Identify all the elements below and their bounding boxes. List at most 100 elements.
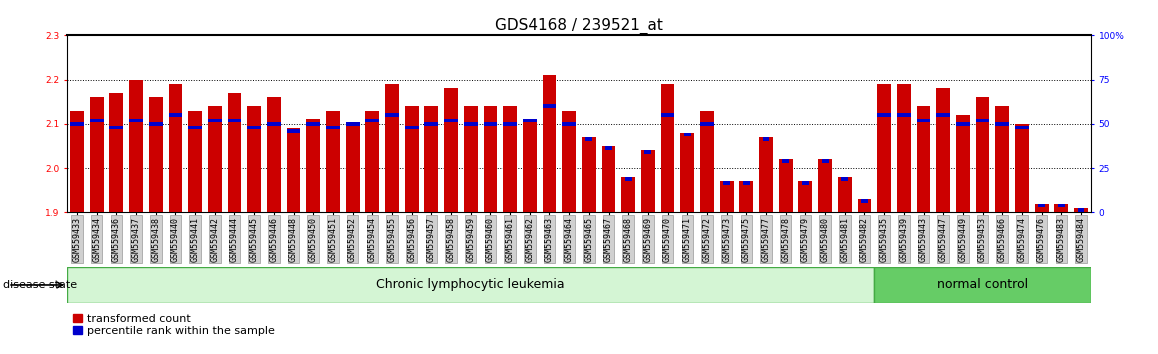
Bar bbox=[189, 110, 201, 212]
Bar bbox=[228, 93, 241, 212]
Bar bbox=[248, 106, 261, 212]
Bar bbox=[842, 177, 848, 181]
Bar bbox=[937, 113, 950, 117]
Bar bbox=[819, 159, 831, 212]
Bar bbox=[701, 122, 713, 126]
Bar bbox=[917, 106, 930, 212]
Bar bbox=[287, 129, 300, 133]
Bar bbox=[71, 110, 83, 212]
Bar bbox=[622, 177, 635, 212]
Bar bbox=[1058, 204, 1064, 207]
Bar bbox=[642, 150, 654, 212]
Bar bbox=[681, 133, 694, 212]
Bar bbox=[996, 106, 1009, 212]
Bar bbox=[386, 84, 398, 212]
Bar bbox=[464, 122, 477, 126]
Bar bbox=[822, 159, 828, 163]
Bar bbox=[779, 159, 792, 212]
Bar bbox=[307, 119, 320, 212]
Bar bbox=[484, 106, 497, 212]
Bar bbox=[90, 119, 103, 122]
Bar bbox=[874, 267, 1091, 303]
Bar bbox=[1016, 126, 1028, 129]
Bar bbox=[878, 113, 891, 117]
Bar bbox=[386, 113, 398, 117]
Bar bbox=[802, 182, 808, 185]
Bar bbox=[67, 267, 874, 303]
Bar bbox=[937, 88, 950, 212]
Bar bbox=[425, 106, 438, 212]
Bar bbox=[661, 84, 674, 212]
Bar bbox=[504, 106, 516, 212]
Bar bbox=[346, 124, 359, 212]
Bar bbox=[248, 126, 261, 129]
Bar bbox=[228, 119, 241, 122]
Bar bbox=[208, 106, 221, 212]
Bar bbox=[543, 75, 556, 212]
Bar bbox=[405, 106, 418, 212]
Bar bbox=[743, 182, 749, 185]
Bar bbox=[366, 110, 379, 212]
Bar bbox=[504, 122, 516, 126]
Legend: transformed count, percentile rank within the sample: transformed count, percentile rank withi… bbox=[73, 314, 276, 336]
Bar bbox=[862, 199, 867, 203]
Bar bbox=[445, 88, 457, 212]
Bar bbox=[307, 122, 320, 126]
Bar bbox=[1035, 204, 1048, 212]
Bar bbox=[267, 97, 280, 212]
Bar bbox=[366, 119, 379, 122]
Bar bbox=[976, 119, 989, 122]
Bar bbox=[1078, 208, 1084, 211]
Bar bbox=[897, 113, 910, 117]
Bar bbox=[1016, 124, 1028, 212]
Bar bbox=[976, 97, 989, 212]
Bar bbox=[267, 122, 280, 126]
Bar bbox=[838, 177, 851, 212]
Bar bbox=[878, 84, 891, 212]
Bar bbox=[169, 113, 182, 117]
Bar bbox=[957, 115, 969, 212]
Bar bbox=[523, 119, 536, 122]
Bar bbox=[602, 146, 615, 212]
Bar bbox=[445, 119, 457, 122]
Bar bbox=[149, 97, 162, 212]
Bar bbox=[897, 84, 910, 212]
Bar bbox=[208, 119, 221, 122]
Bar bbox=[1075, 208, 1087, 212]
Bar bbox=[346, 122, 359, 126]
Bar bbox=[523, 119, 536, 212]
Bar bbox=[130, 80, 142, 212]
Bar bbox=[957, 122, 969, 126]
Bar bbox=[149, 122, 162, 126]
Bar bbox=[661, 113, 674, 117]
Bar bbox=[287, 128, 300, 212]
Bar bbox=[724, 182, 730, 185]
Bar bbox=[783, 159, 789, 163]
Bar bbox=[1055, 204, 1068, 212]
Bar bbox=[763, 137, 769, 141]
Bar bbox=[625, 177, 631, 181]
Bar bbox=[130, 119, 142, 122]
Bar bbox=[327, 110, 339, 212]
Bar bbox=[110, 93, 123, 212]
Title: GDS4168 / 239521_at: GDS4168 / 239521_at bbox=[496, 18, 662, 34]
Bar bbox=[169, 84, 182, 212]
Bar bbox=[582, 137, 595, 212]
Text: Chronic lymphocytic leukemia: Chronic lymphocytic leukemia bbox=[376, 279, 565, 291]
Bar bbox=[720, 181, 733, 212]
Bar bbox=[606, 146, 611, 150]
Bar bbox=[543, 104, 556, 108]
Bar bbox=[563, 110, 576, 212]
Bar bbox=[996, 122, 1009, 126]
Bar bbox=[645, 150, 651, 154]
Bar bbox=[701, 110, 713, 212]
Bar bbox=[425, 122, 438, 126]
Text: normal control: normal control bbox=[937, 279, 1028, 291]
Bar bbox=[110, 126, 123, 129]
Bar bbox=[917, 119, 930, 122]
Bar bbox=[858, 199, 871, 212]
Bar bbox=[740, 181, 753, 212]
Bar bbox=[1039, 204, 1045, 207]
Text: disease state: disease state bbox=[3, 280, 78, 290]
Bar bbox=[71, 122, 83, 126]
